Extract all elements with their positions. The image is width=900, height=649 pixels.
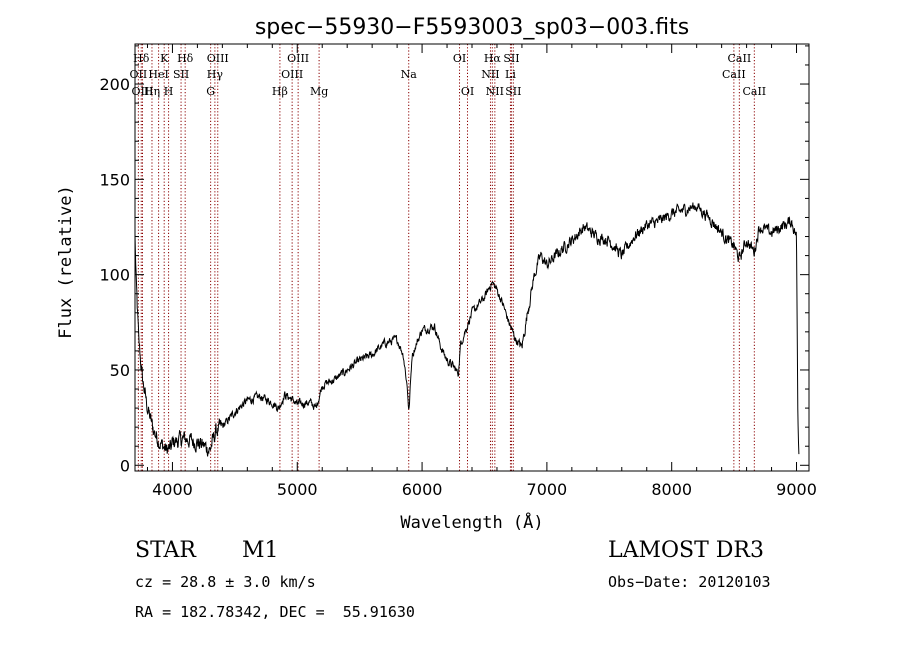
line-marker-label: Hγ: [207, 68, 224, 81]
line-marker-label: H: [164, 85, 174, 98]
line-marker-label: K: [160, 52, 169, 65]
line-marker-label: OIII: [131, 85, 153, 98]
y-tick-label: 100: [99, 266, 130, 285]
survey-name: LAMOST DR3: [608, 538, 764, 563]
x-tick-label: 6000: [402, 480, 443, 499]
redshift-readout: cz = 28.8 ± 3.0 km/s: [135, 573, 316, 591]
coordinates: RA = 182.78342, DEC = 55.91630: [135, 603, 415, 621]
x-tick-label: 8000: [651, 480, 692, 499]
line-marker-labels: Hδ OII OIII K HeI Hη SII H Hδ OIII Hγ G OIII OIII Hβ Mg…: [130, 52, 767, 98]
line-marker-label: Hδ: [177, 52, 194, 65]
plot-frame: [134, 43, 810, 472]
x-tick-label: 5000: [277, 480, 318, 499]
line-marker-label: Hα: [484, 52, 502, 65]
line-marker-label: SII: [505, 85, 521, 98]
y-tick-label: 0: [120, 456, 130, 475]
x-axis: 4000 5000 6000 7000 8000 9000: [146, 44, 817, 499]
line-markers: [137, 44, 755, 471]
line-marker-label: CaII: [742, 85, 766, 98]
obs-date: Obs−Date: 20120103: [608, 573, 771, 591]
line-marker-label: Hβ: [272, 85, 288, 98]
y-tick-label: 200: [99, 75, 130, 94]
line-marker-label: OIII: [281, 68, 303, 81]
line-marker-label: Mg: [310, 85, 328, 98]
line-marker-label: NII: [481, 68, 499, 81]
line-marker-label: HeI: [148, 68, 168, 81]
line-marker-label: SII: [173, 68, 189, 81]
y-axis-label: Flux (relative): [56, 185, 76, 339]
chart-title: spec−55930−F5593003_sp03−003.fits: [255, 15, 689, 40]
line-marker-label: CaII: [722, 68, 746, 81]
line-marker-label: Hη: [144, 85, 160, 98]
line-marker-label: CaII: [728, 52, 752, 65]
line-marker-label: OI: [453, 52, 466, 65]
line-marker-label: Hδ: [133, 52, 150, 65]
x-tick-label: 4000: [152, 480, 193, 499]
line-marker-label: G: [206, 85, 215, 98]
line-marker-label: OII: [130, 68, 148, 81]
line-marker-label: OIII: [287, 52, 309, 65]
line-marker-label: OI: [461, 85, 474, 98]
object-class: STAR: [135, 538, 196, 563]
x-axis-label: Wavelength (Å): [400, 511, 543, 533]
y-tick-label: 150: [99, 170, 130, 189]
object-subclass: M1: [242, 538, 279, 563]
y-axis: 0 50 100 150 200: [99, 45, 809, 475]
line-marker-label: NII: [486, 85, 504, 98]
x-tick-label: 9000: [776, 480, 817, 499]
line-marker-label: Na: [401, 68, 418, 81]
spectrum-line: [134, 202, 800, 457]
line-marker-label: Li: [505, 68, 516, 81]
y-tick-label: 50: [110, 361, 130, 380]
line-marker-label: OIII: [207, 52, 229, 65]
line-marker-label: SII: [503, 52, 519, 65]
x-tick-label: 7000: [527, 480, 568, 499]
